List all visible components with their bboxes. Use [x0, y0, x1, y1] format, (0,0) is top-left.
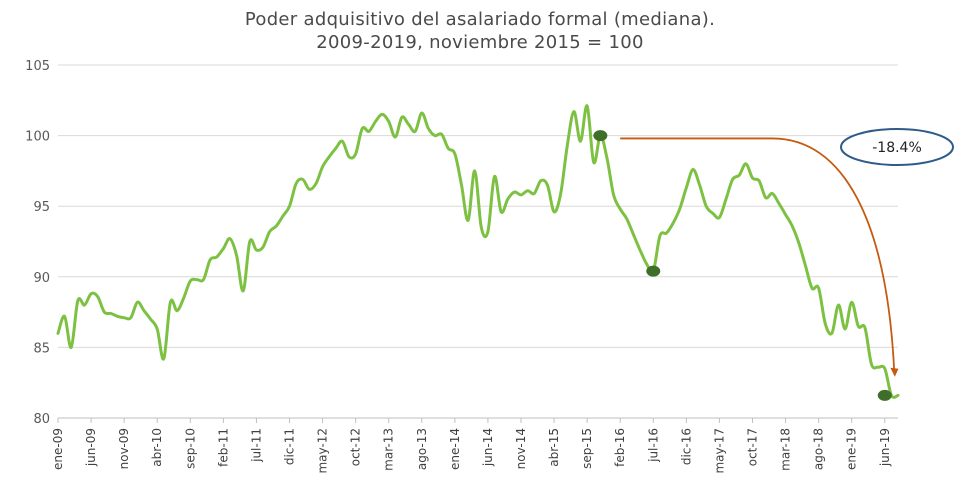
x-tick-label: oct-17: [745, 428, 759, 466]
x-tick-label: mar-13: [382, 428, 396, 471]
x-tick-label: ago-13: [415, 428, 429, 470]
annotation-arrowhead: [890, 367, 899, 377]
x-tick-label: dic-16: [679, 428, 693, 465]
x-tick-label: ago-18: [812, 428, 826, 470]
plot-area: 80 85 90 95 100 105 ene-09 jun-09 nov-09 abr-10 se…: [25, 59, 900, 474]
x-tick-label: feb-16: [613, 428, 627, 467]
chart-title: Poder adquisitivo del asalariado formal …: [245, 9, 715, 30]
series-line: [56, 104, 900, 399]
highlight-point: [646, 265, 661, 277]
x-tick-label: abr-15: [547, 428, 561, 467]
highlight-point: [593, 130, 608, 142]
chart-subtitle: 2009-2019, noviembre 2015 = 100: [316, 32, 643, 53]
annotation-ellipse: [840, 128, 954, 166]
x-tick-label: nov-14: [514, 428, 528, 469]
y-tick-label: 100: [25, 130, 50, 145]
y-tick-label: 105: [25, 59, 50, 74]
x-tick-label: jun-19: [878, 428, 892, 467]
y-tick-label: 90: [33, 271, 50, 286]
x-tick-label: jun-09: [84, 428, 98, 467]
x-tick-label: ene-19: [845, 428, 859, 470]
x-tick-label: dic-11: [282, 428, 296, 465]
x-tick-label: jul-11: [249, 428, 263, 463]
x-tick-label: feb-11: [216, 428, 230, 467]
y-tick-label: 95: [33, 200, 50, 215]
annotation-arrow: [620, 137, 896, 375]
x-tick-label: sep-10: [183, 428, 197, 469]
x-tick-label: may-17: [712, 428, 726, 474]
y-tick-label: 85: [33, 341, 50, 356]
x-tick-label: jun-14: [481, 428, 495, 467]
y-tick-label: 80: [33, 412, 50, 427]
x-tick-label: sep-15: [580, 428, 594, 469]
x-tick-label: abr-10: [150, 428, 164, 467]
x-tick-label: ene-14: [448, 428, 462, 470]
highlight-point: [877, 389, 892, 401]
x-tick-label: oct-12: [349, 428, 363, 466]
x-tick-label: jul-16: [646, 428, 660, 463]
annotation-label: -18.4%: [872, 140, 922, 156]
x-tick-label: may-12: [316, 428, 330, 474]
x-tick-label: mar-18: [779, 428, 793, 471]
x-tick-label: ene-09: [51, 428, 65, 470]
x-tick-label: nov-09: [117, 428, 131, 469]
